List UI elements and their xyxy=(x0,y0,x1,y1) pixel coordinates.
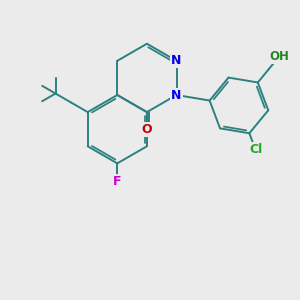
Text: O: O xyxy=(142,123,152,136)
Text: OH: OH xyxy=(270,50,290,63)
Text: N: N xyxy=(171,54,182,67)
Text: N: N xyxy=(171,88,182,101)
Text: F: F xyxy=(113,175,122,188)
Text: Cl: Cl xyxy=(249,143,262,156)
